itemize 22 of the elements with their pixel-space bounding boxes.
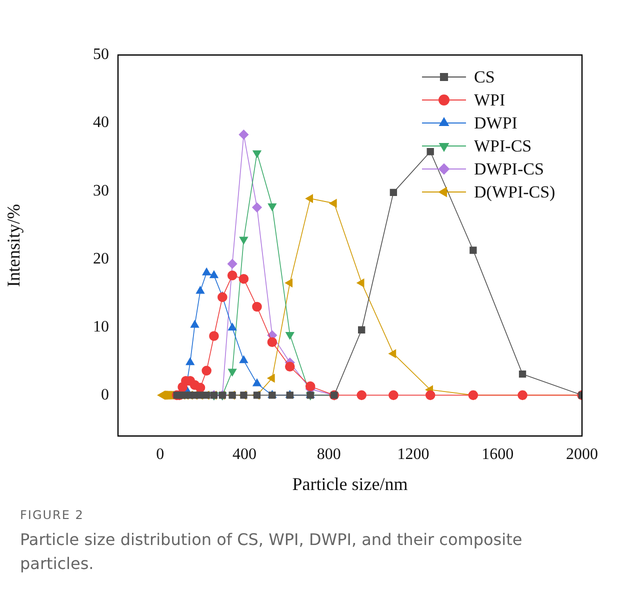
- text: Particle size distribution of CS, WPI, DWPI, and their composite particles.: [20, 529, 524, 575]
- legend-label: CS: [474, 67, 495, 86]
- y-tick-label: 0: [101, 386, 109, 404]
- caption: FIGURE 2: [20, 508, 85, 522]
- legend-label: DWPI-CS: [474, 159, 544, 178]
- x-axis-title: Particle size/nm: [292, 474, 408, 494]
- y-tick-label: 40: [93, 114, 109, 132]
- legend-label: WPI-CS: [474, 136, 532, 156]
- y-tick-label: 30: [93, 182, 109, 200]
- y-tick-label: 10: [93, 318, 109, 336]
- legend-label: DWPI: [474, 113, 518, 132]
- x-tick-label: 1600: [482, 446, 514, 463]
- y-tick-label: 50: [93, 46, 109, 64]
- legend-label: WPI: [474, 90, 506, 110]
- x-tick-label: 2000: [566, 446, 598, 463]
- x-tick-label: 800: [316, 446, 341, 463]
- x-tick-label: 400: [232, 446, 257, 463]
- x-tick-label: 0: [156, 446, 164, 463]
- y-tick-label: 20: [93, 250, 109, 268]
- legend-label: D(WPI-CS): [474, 182, 556, 202]
- x-tick-label: 1200: [397, 446, 430, 463]
- y-axis-title: Intensity/%: [4, 204, 24, 287]
